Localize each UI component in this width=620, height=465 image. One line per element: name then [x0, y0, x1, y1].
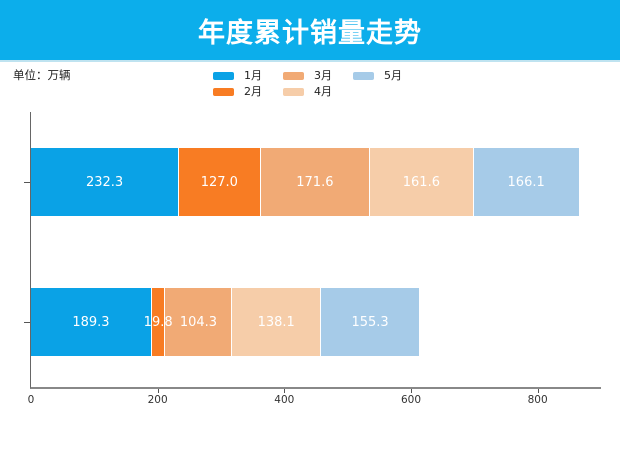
bar-segment-2021-3月: 171.6: [259, 148, 370, 216]
legend-swatch-icon: [353, 71, 374, 80]
bar-segment-2021-2月: 127.0: [178, 148, 260, 216]
bar-segment-2020-4月: 138.1: [231, 288, 320, 356]
bar-value-label: 155.3: [351, 314, 389, 330]
bar-segment-2021-4月: 161.6: [369, 148, 473, 216]
x-axis-tick-label: 200: [147, 394, 168, 406]
x-axis-tick-label: 800: [527, 394, 548, 406]
bar-value-label: 127.0: [200, 174, 238, 190]
bar-value-label: 166.1: [507, 174, 545, 190]
bar-row-2020: 189.3 19.8 104.3 138.1 155.3: [31, 288, 420, 356]
legend-label: 1月: [244, 69, 262, 82]
legend-item-2月: 2月: [213, 84, 283, 99]
legend-item-3月: 3月: [283, 68, 353, 83]
x-axis-tick: [537, 389, 539, 393]
bar-segment-2020-1月: 189.3: [31, 288, 151, 356]
legend-swatch-icon: [283, 71, 304, 80]
bar-value-label: 232.3: [85, 174, 124, 190]
legend-item-5月: 5月: [353, 68, 423, 83]
bar-value-label: 104.3: [179, 314, 218, 330]
y-axis-tick: [24, 181, 30, 183]
unit-label: 单位：万辆: [13, 68, 71, 82]
x-axis-tick-label: 600: [400, 394, 422, 406]
bar-segment-2021-1月: 232.3: [31, 148, 179, 216]
legend-swatch-icon: [283, 87, 304, 96]
legend-label: 4月: [314, 85, 332, 98]
legend: 1月 2月 3月 4月 5月: [213, 68, 423, 99]
x-axis-tick: [157, 389, 159, 393]
x-axis-tick-label: 0: [27, 394, 35, 406]
y-axis-tick: [24, 321, 30, 323]
legend-item-4月: 4月: [283, 84, 353, 99]
bar-segment-2020-3月: 104.3: [164, 288, 232, 356]
x-axis-tick: [411, 389, 412, 393]
bar-segment-2021-5月: 166.1: [472, 148, 579, 216]
legend-label: 3月: [314, 69, 332, 82]
x-axis-tick-label: 400: [274, 394, 295, 406]
bar-segment-2020-2月: 19.8: [144, 288, 173, 356]
legend-item-1月: 1月: [213, 68, 283, 83]
legend-label: 2月: [244, 85, 262, 98]
bar-value-label: 171.6: [296, 174, 334, 190]
legend-swatch-icon: [213, 87, 234, 96]
header-banner: 年度累计销量走势: [0, 0, 620, 62]
bar-segment-2020-5月: 155.3: [319, 288, 420, 356]
bar-value-label: 138.1: [257, 314, 295, 330]
bar-value-label: 161.6: [402, 174, 440, 190]
bar-value-label: 189.3: [72, 314, 110, 330]
legend-label: 5月: [384, 69, 402, 82]
page-title: 年度累计销量走势: [198, 17, 422, 49]
bar-row-2021: 232.3 127.0 171.6 161.6 166.1: [31, 148, 579, 216]
x-axis-tick: [284, 389, 286, 393]
bar-value-label: 19.8: [143, 314, 173, 330]
legend-swatch-icon: [213, 71, 234, 80]
plot-area: 232.3127.0171.6161.6166.12021189.319.810…: [24, 112, 601, 406]
